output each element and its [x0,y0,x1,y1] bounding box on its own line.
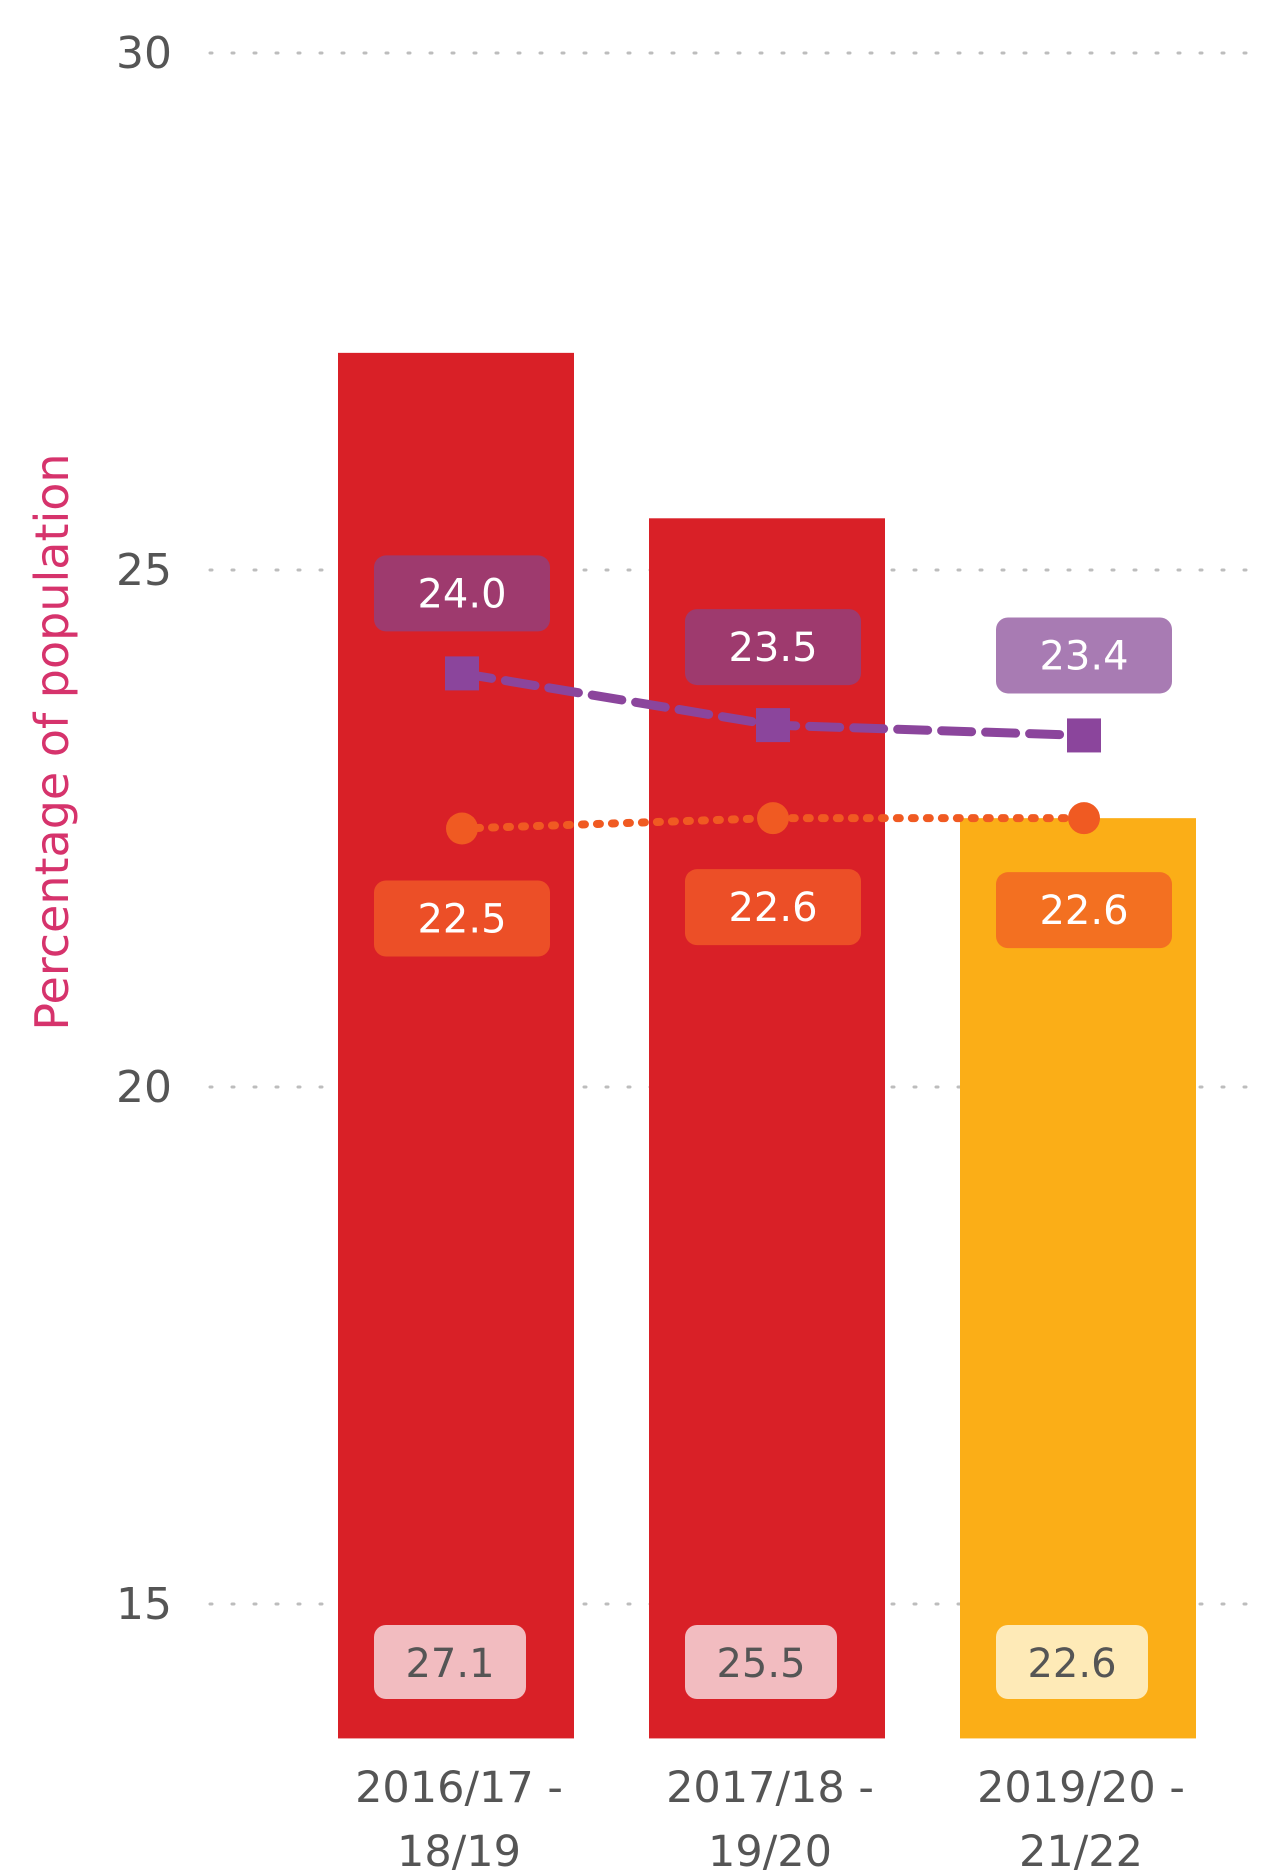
series-label-box [374,555,550,632]
series-lines [445,656,1101,845]
x-category-line2: 19/20 [708,1827,832,1873]
series-marker-square [1067,718,1101,753]
bar-label: 25.5 [716,1641,805,1687]
x-category-line1: 2019/20 - [977,1763,1185,1813]
y-tick-label: 15 [116,1579,172,1630]
series-marker-square [445,656,479,691]
x-category-line1: 2016/17 - [355,1763,563,1813]
bar-label-box [685,1625,837,1699]
series-label-box [685,609,861,686]
series-marker-circle [446,812,478,845]
x-category-line2: 18/19 [397,1827,521,1873]
y-tick-label: 30 [116,28,172,79]
series-label: 22.6 [1039,888,1128,934]
series-label-box [374,880,550,957]
y-tick-label: 20 [116,1062,172,1113]
bar [649,518,885,1739]
series-label-box [996,617,1172,694]
series-label-box [996,872,1172,949]
series-marker-circle [1068,802,1100,835]
series-label: 24.0 [417,571,506,617]
series-label: 23.4 [1039,633,1128,679]
bar [960,818,1196,1739]
x-category-line2: 21/22 [1019,1827,1143,1873]
y-axis-label: Percentage of population [25,453,79,1030]
x-axis-categories: 2016/17 - 18/19 2017/18 - 19/20 2019/20 - 21/… [355,1763,1185,1873]
series-value-labels: 24.0 23.5 23.4 22.5 22.6 22.6 [374,555,1172,957]
series-label: 22.5 [417,897,506,943]
bar-value-labels: 27.1 25.5 22.6 [374,1625,1148,1699]
bar-label: 22.6 [1027,1641,1116,1687]
x-category-line1: 2017/18 - [666,1763,874,1813]
series-marker-circle [757,802,789,835]
series-label: 23.5 [728,625,817,671]
series-label-box [685,869,861,946]
series-label: 22.6 [728,885,817,931]
bar-label: 27.1 [405,1641,494,1687]
y-axis-ticks: 15 20 25 30 [116,28,172,1630]
series-marker-square [756,708,790,743]
bar-label-box [374,1625,526,1699]
bar-label-box [996,1625,1148,1699]
y-tick-label: 25 [116,545,172,596]
